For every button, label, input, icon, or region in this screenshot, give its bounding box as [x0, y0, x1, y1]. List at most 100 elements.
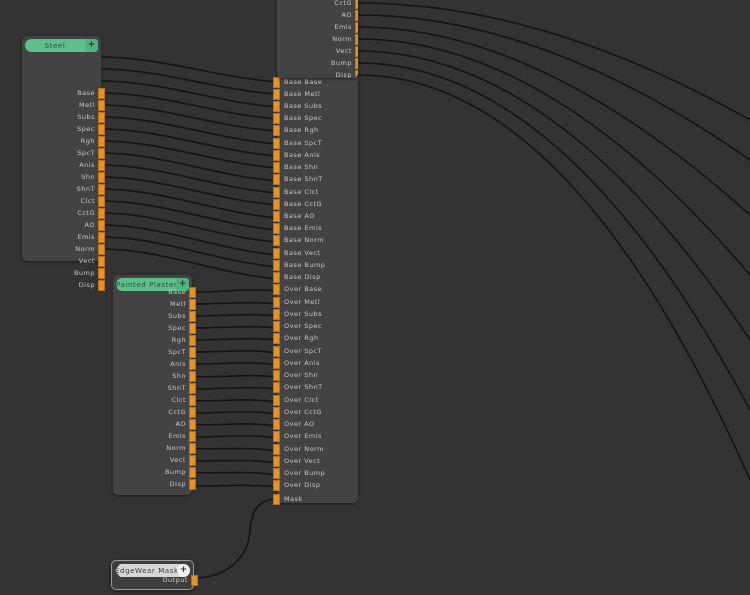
input-row[interactable]: Over Vect: [273, 455, 358, 467]
output-socket[interactable]: [355, 69, 358, 78]
input-row[interactable]: Base Subs: [273, 100, 358, 112]
input-socket[interactable]: [273, 234, 280, 246]
output-row[interactable]: Metl: [26, 99, 105, 111]
input-socket[interactable]: [273, 381, 280, 393]
input-row[interactable]: Base Disp: [273, 271, 358, 283]
output-socket[interactable]: [98, 243, 105, 255]
input-socket[interactable]: [273, 296, 280, 308]
input-row[interactable]: Base CctG: [273, 198, 358, 210]
output-row[interactable]: Output: [117, 574, 198, 586]
input-socket[interactable]: [273, 247, 280, 259]
input-socket[interactable]: [273, 345, 280, 357]
output-socket[interactable]: [189, 358, 196, 370]
output-row[interactable]: Norm: [117, 442, 196, 454]
input-row[interactable]: Over Rgh: [273, 332, 358, 344]
output-row[interactable]: Clct: [26, 195, 105, 207]
output-socket[interactable]: [98, 279, 105, 291]
output-socket[interactable]: [98, 147, 105, 159]
output-row[interactable]: Vect: [26, 255, 105, 267]
output-socket[interactable]: [189, 454, 196, 466]
output-row[interactable]: CctG: [281, 0, 358, 9]
input-socket[interactable]: [273, 283, 280, 295]
output-row[interactable]: Bump: [117, 466, 196, 478]
input-socket[interactable]: [273, 137, 280, 149]
output-socket[interactable]: [189, 478, 196, 490]
input-socket[interactable]: [273, 357, 280, 369]
input-row[interactable]: Over Metl: [273, 296, 358, 308]
input-row[interactable]: Base ShnT: [273, 173, 358, 185]
output-socket[interactable]: [189, 394, 196, 406]
node-edgewear-mask[interactable]: EdgeWear Mask + Output: [111, 560, 198, 590]
output-row[interactable]: SpcT: [26, 147, 105, 159]
input-row[interactable]: Base Emis: [273, 222, 358, 234]
node-steel-add-button[interactable]: +: [85, 39, 98, 52]
input-row[interactable]: Over Norm: [273, 443, 358, 455]
output-socket[interactable]: [189, 406, 196, 418]
output-row[interactable]: Base: [117, 286, 196, 298]
input-row[interactable]: Over Base: [273, 283, 358, 295]
output-row[interactable]: Anis: [117, 358, 196, 370]
output-row[interactable]: Norm: [281, 33, 358, 45]
output-socket[interactable]: [98, 219, 105, 231]
output-socket[interactable]: [355, 0, 358, 9]
input-socket[interactable]: [273, 100, 280, 112]
input-socket[interactable]: [273, 455, 280, 467]
input-row[interactable]: Base Anis: [273, 149, 358, 161]
input-row[interactable]: Over ShnT: [273, 381, 358, 393]
input-row[interactable]: Over Bump: [273, 467, 358, 479]
output-socket[interactable]: [98, 111, 105, 123]
input-socket[interactable]: [273, 149, 280, 161]
node-painted-plaster-add-button[interactable]: +: [176, 278, 189, 291]
node-blend-inputs[interactable]: Base Base Base Metl Base Subs Base Spec …: [273, 74, 358, 505]
output-row[interactable]: ShnT: [117, 382, 196, 394]
input-row[interactable]: Base Base: [273, 76, 358, 88]
input-socket[interactable]: [273, 406, 280, 418]
input-row[interactable]: Over Spec: [273, 320, 358, 332]
output-socket[interactable]: [98, 159, 105, 171]
output-row[interactable]: Emis: [117, 430, 196, 442]
output-socket[interactable]: [355, 57, 358, 69]
output-row[interactable]: Rgh: [117, 334, 196, 346]
input-socket[interactable]: [273, 467, 280, 479]
node-painted-plaster[interactable]: Painted Plaster + Base Metl Subs Spec Rg…: [113, 275, 196, 495]
output-socket[interactable]: [355, 21, 358, 33]
output-row[interactable]: Vect: [281, 45, 358, 57]
input-row[interactable]: Over AO: [273, 418, 358, 430]
input-socket[interactable]: [273, 112, 280, 124]
input-socket[interactable]: [273, 186, 280, 198]
input-row[interactable]: Base Norm: [273, 234, 358, 246]
input-row[interactable]: Over CctG: [273, 406, 358, 418]
input-socket[interactable]: [273, 173, 280, 185]
input-row[interactable]: Base Vect: [273, 247, 358, 259]
output-socket[interactable]: [189, 430, 196, 442]
output-socket[interactable]: [189, 310, 196, 322]
input-socket[interactable]: [273, 88, 280, 100]
input-socket[interactable]: [273, 493, 280, 505]
input-row[interactable]: Over SpcT: [273, 345, 358, 357]
output-row[interactable]: Emis: [26, 231, 105, 243]
output-socket[interactable]: [189, 298, 196, 310]
output-socket[interactable]: [98, 267, 105, 279]
input-socket[interactable]: [273, 198, 280, 210]
output-row[interactable]: Norm: [26, 243, 105, 255]
output-row[interactable]: Subs: [117, 310, 196, 322]
output-row[interactable]: ShnT: [26, 183, 105, 195]
output-row[interactable]: SpcT: [117, 346, 196, 358]
output-socket[interactable]: [98, 183, 105, 195]
input-socket[interactable]: [273, 479, 280, 491]
output-row[interactable]: Rgh: [26, 135, 105, 147]
output-socket[interactable]: [189, 370, 196, 382]
input-socket[interactable]: [273, 320, 280, 332]
input-row[interactable]: Base Clct: [273, 186, 358, 198]
output-socket[interactable]: [98, 87, 105, 99]
output-row[interactable]: Bump: [26, 267, 105, 279]
output-socket[interactable]: [189, 442, 196, 454]
input-socket[interactable]: [273, 394, 280, 406]
input-row[interactable]: Over Disp: [273, 479, 358, 491]
input-socket[interactable]: [273, 210, 280, 222]
output-row[interactable]: Base: [26, 87, 105, 99]
output-socket[interactable]: [98, 135, 105, 147]
output-socket[interactable]: [98, 99, 105, 111]
input-row[interactable]: Base Shn: [273, 161, 358, 173]
